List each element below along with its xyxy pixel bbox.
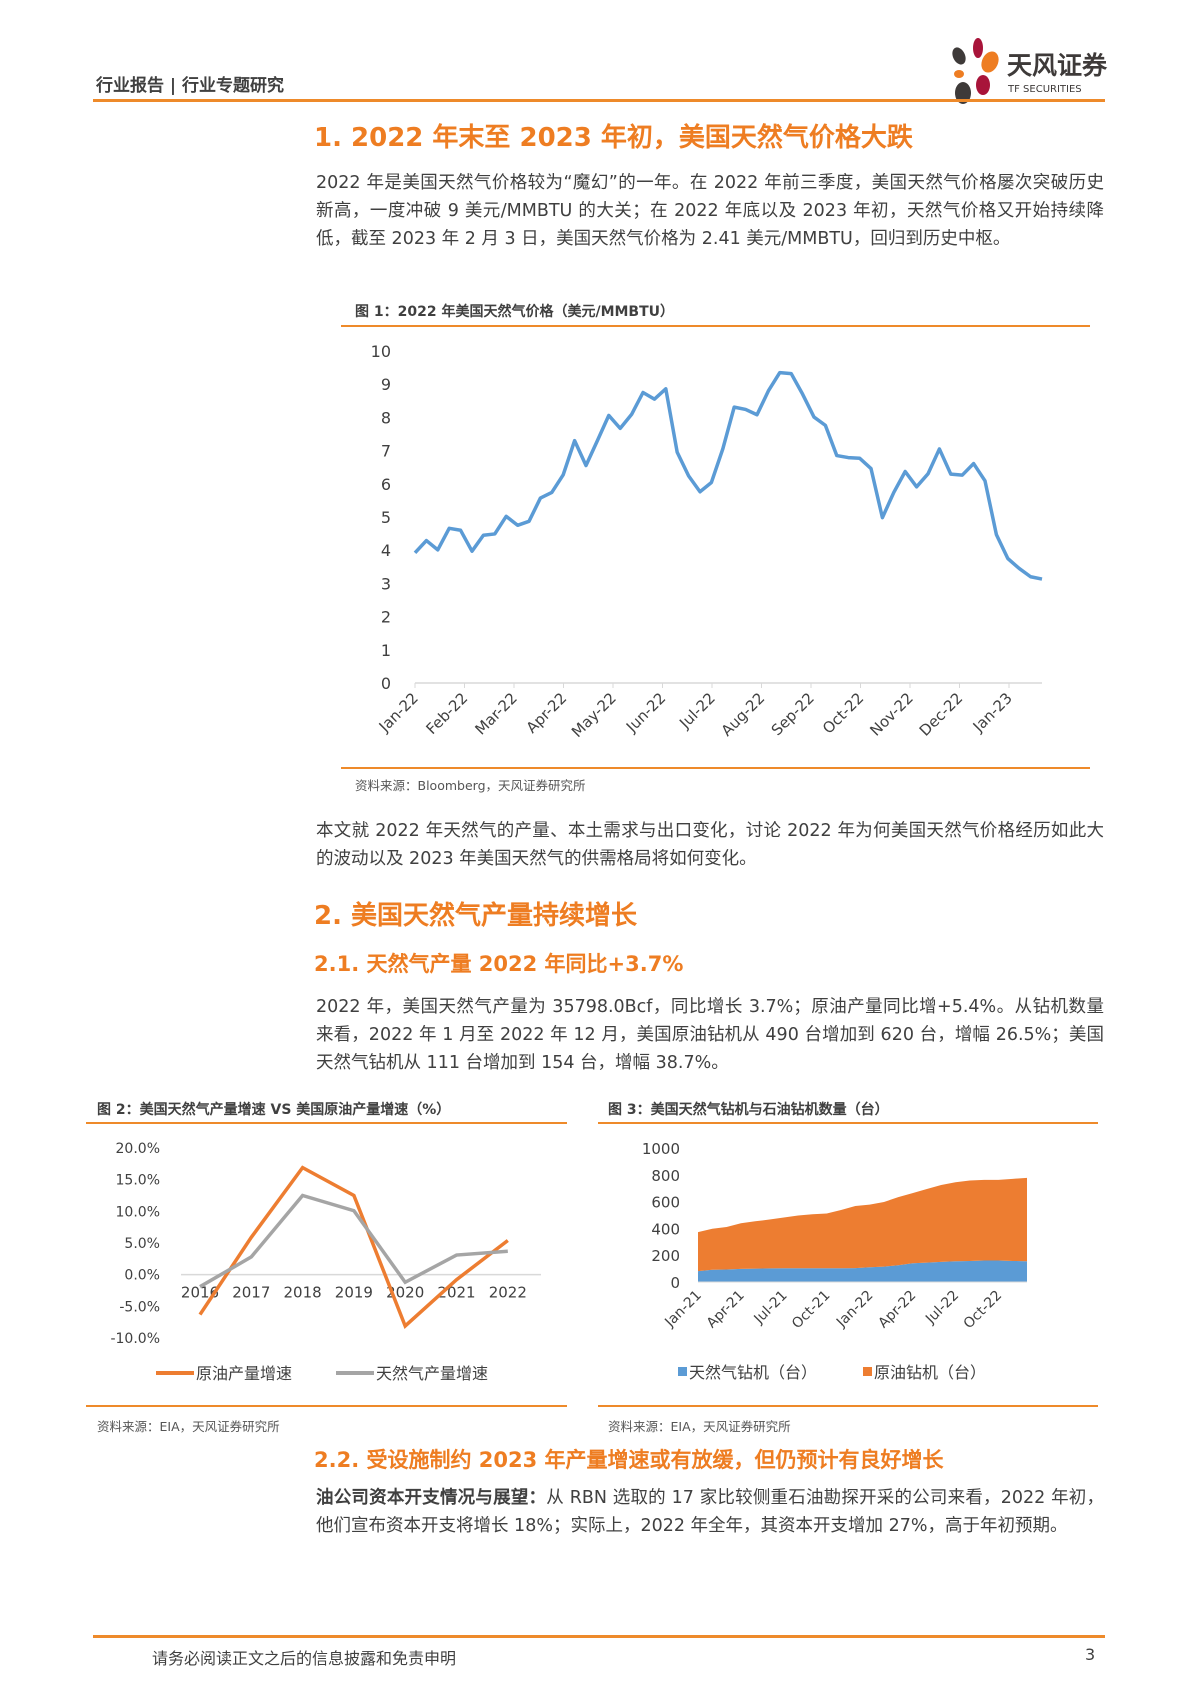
figure-1-bottom-rule — [341, 767, 1090, 769]
y-tick-label: 8 — [381, 408, 391, 427]
legend-label: 原油钻机（台） — [874, 1363, 986, 1382]
x-tick-label: Feb-22 — [422, 689, 471, 738]
figure-3-title: 图 3：美国天然气钻机与石油钻机数量（台） — [608, 1102, 889, 1118]
series-line-oil — [198, 1165, 509, 1329]
legend-label: 天然气产量增速 — [376, 1364, 488, 1383]
y-tick-label: 200 — [651, 1247, 680, 1265]
section-2-1-paragraph: 2022 年，美国天然气产量为 35798.0Bcf，同比增长 3.7%；原油产… — [316, 997, 1104, 1073]
y-tick-label: 10.0% — [116, 1204, 160, 1220]
legend-swatch — [863, 1367, 872, 1376]
y-tick-label: 9 — [381, 375, 391, 394]
oil-rig-area — [698, 1177, 1027, 1272]
y-tick-label: 15.0% — [116, 1173, 160, 1189]
y-tick-label: 4 — [381, 541, 391, 560]
section-2-heading: 2. 美国天然气产量持续增长 — [314, 901, 638, 931]
figure-3-bottom-rule — [598, 1405, 1098, 1407]
svg-text:TF SECURITIES: TF SECURITIES — [1007, 84, 1082, 95]
x-tick-label: Mar-22 — [471, 689, 520, 738]
y-tick-label: 20.0% — [116, 1141, 160, 1157]
logo-flower-icon: 天风证券 TF SECURITIES — [952, 38, 1108, 104]
y-tick-label: 400 — [651, 1220, 680, 1238]
figure-3-top-rule — [598, 1122, 1098, 1124]
x-tick-label: Jan-22 — [375, 689, 422, 736]
y-tick-label: 1000 — [642, 1140, 680, 1158]
gas-rig-area — [698, 1260, 1027, 1282]
x-tick-label: 2017 — [232, 1284, 270, 1302]
x-tick-label: 2018 — [284, 1284, 322, 1302]
svg-text:天风证券: 天风证券 — [1007, 51, 1108, 80]
logo: 天风证券 TF SECURITIES — [945, 38, 1110, 106]
x-tick-label: Aug-22 — [718, 689, 769, 740]
header-title: 行业报告 | 行业专题研究 — [96, 76, 285, 96]
section-2-2-heading: 2.2. 受设施制约 2023 年产量增速或有放缓，但仍预计有良好增长 — [314, 1448, 944, 1472]
figure-1-chart: 0 1 2 3 4 5 6 7 8 9 10 Jan-22 Feb-22 Mar-22 Apr-22May-… — [371, 342, 1043, 741]
x-tick-label: Apr-22 — [875, 1288, 919, 1332]
x-tick-label: Jan-21 — [661, 1288, 704, 1331]
figure-2-bottom-rule — [86, 1405, 567, 1407]
legend-label: 原油产量增速 — [196, 1364, 292, 1383]
paragraph-body: 从 RBN 选取的 17 家比较侧重石油勘探开采的公司来看，2022 年初，他们… — [316, 1488, 1104, 1536]
y-tick-label: 2 — [381, 608, 391, 627]
figure-1-source: 资料来源：Bloomberg，天风证券研究所 — [355, 778, 586, 793]
y-tick-label: 0 — [670, 1274, 680, 1292]
y-tick-label: 0 — [381, 674, 391, 693]
y-tick-label: 5.0% — [124, 1236, 160, 1252]
y-tick-label: 7 — [381, 442, 391, 461]
figure-2-title: 图 2：美国天然气产量增速 VS 美国原油产量增速（%） — [97, 1102, 451, 1118]
x-tick-label: Jan-23 — [969, 689, 1016, 736]
x-tick-label: Oct-22 — [819, 689, 867, 737]
header-rule — [93, 99, 1105, 102]
legend-label: 天然气钻机（台） — [689, 1363, 817, 1382]
figure-2-chart: 20.0%15.0%10.0%5.0%0.0%-5.0%-10.0%2016 20… — [110, 1141, 541, 1383]
x-tick-label: Jul-22 — [675, 689, 719, 733]
x-tick-label: Oct-21 — [789, 1288, 834, 1333]
y-tick-label: 1 — [381, 641, 391, 660]
x-tick-label: Apr-22 — [523, 689, 571, 737]
y-tick-label: -5.0% — [119, 1299, 160, 1315]
series-line-gas — [199, 1193, 508, 1289]
x-tick-label: Sep-22 — [768, 689, 818, 739]
y-tick-label: 800 — [651, 1167, 680, 1185]
section-1-paragraph: 2022 年是美国天然气价格较为“魔幻”的一年。在 2022 年前三季度，美国天… — [316, 173, 1104, 249]
y-tick-label: 3 — [381, 574, 391, 593]
x-tick-label: 2022 — [489, 1284, 527, 1302]
figure-1-title: 图 1：2022 年美国天然气价格（美元/MMBTU） — [355, 304, 675, 320]
x-tick-label: May-22 — [568, 689, 620, 741]
y-tick-label: 600 — [651, 1194, 680, 1212]
y-tick-label: 6 — [381, 475, 391, 494]
y-tick-label: -10.0% — [110, 1331, 160, 1347]
x-tick-label: Oct-22 — [961, 1288, 1006, 1333]
paragraph-lead: 油公司资本开支情况与展望： — [316, 1488, 547, 1508]
x-tick-label: Nov-22 — [866, 689, 916, 739]
paragraph-2: 本文就 2022 年天然气的产量、本土需求与出口变化，讨论 2022 年为何美国… — [316, 821, 1104, 869]
x-tick-label: Jan-22 — [833, 1288, 876, 1331]
figure-2-top-rule — [86, 1122, 567, 1124]
x-tick-label: Jul-22 — [922, 1288, 962, 1328]
legend-swatch — [678, 1367, 687, 1376]
footer-rule — [93, 1635, 1105, 1638]
x-tick-label: Jun-22 — [622, 689, 669, 736]
section-1-heading: 1. 2022 年末至 2023 年初，美国天然气价格大跌 — [314, 123, 913, 153]
x-tick-label: 2019 — [335, 1284, 373, 1302]
y-tick-label: 5 — [381, 508, 391, 527]
footer-disclaimer: 请务必阅读正文之后的信息披露和免责申明 — [152, 1649, 457, 1668]
section-2-2-paragraph: 油公司资本开支情况与展望：从 RBN 选取的 17 家比较侧重石油勘探开采的公司… — [316, 1484, 1104, 1540]
x-tick-label: Jul-21 — [751, 1288, 791, 1328]
x-tick-label: Apr-21 — [704, 1288, 748, 1332]
y-tick-label: 10 — [371, 342, 391, 361]
figure-2-source: 资料来源：EIA，天风证券研究所 — [97, 1419, 280, 1434]
figure-3-source: 资料来源：EIA，天风证券研究所 — [608, 1419, 791, 1434]
figure-1-top-rule — [341, 325, 1090, 327]
price-line — [413, 370, 1043, 581]
section-2-1-heading: 2.1. 天然气产量 2022 年同比+3.7% — [314, 952, 684, 976]
x-tick-label: Dec-22 — [916, 689, 967, 740]
y-tick-label: 0.0% — [124, 1268, 160, 1284]
page-number: 3 — [1085, 1645, 1096, 1664]
